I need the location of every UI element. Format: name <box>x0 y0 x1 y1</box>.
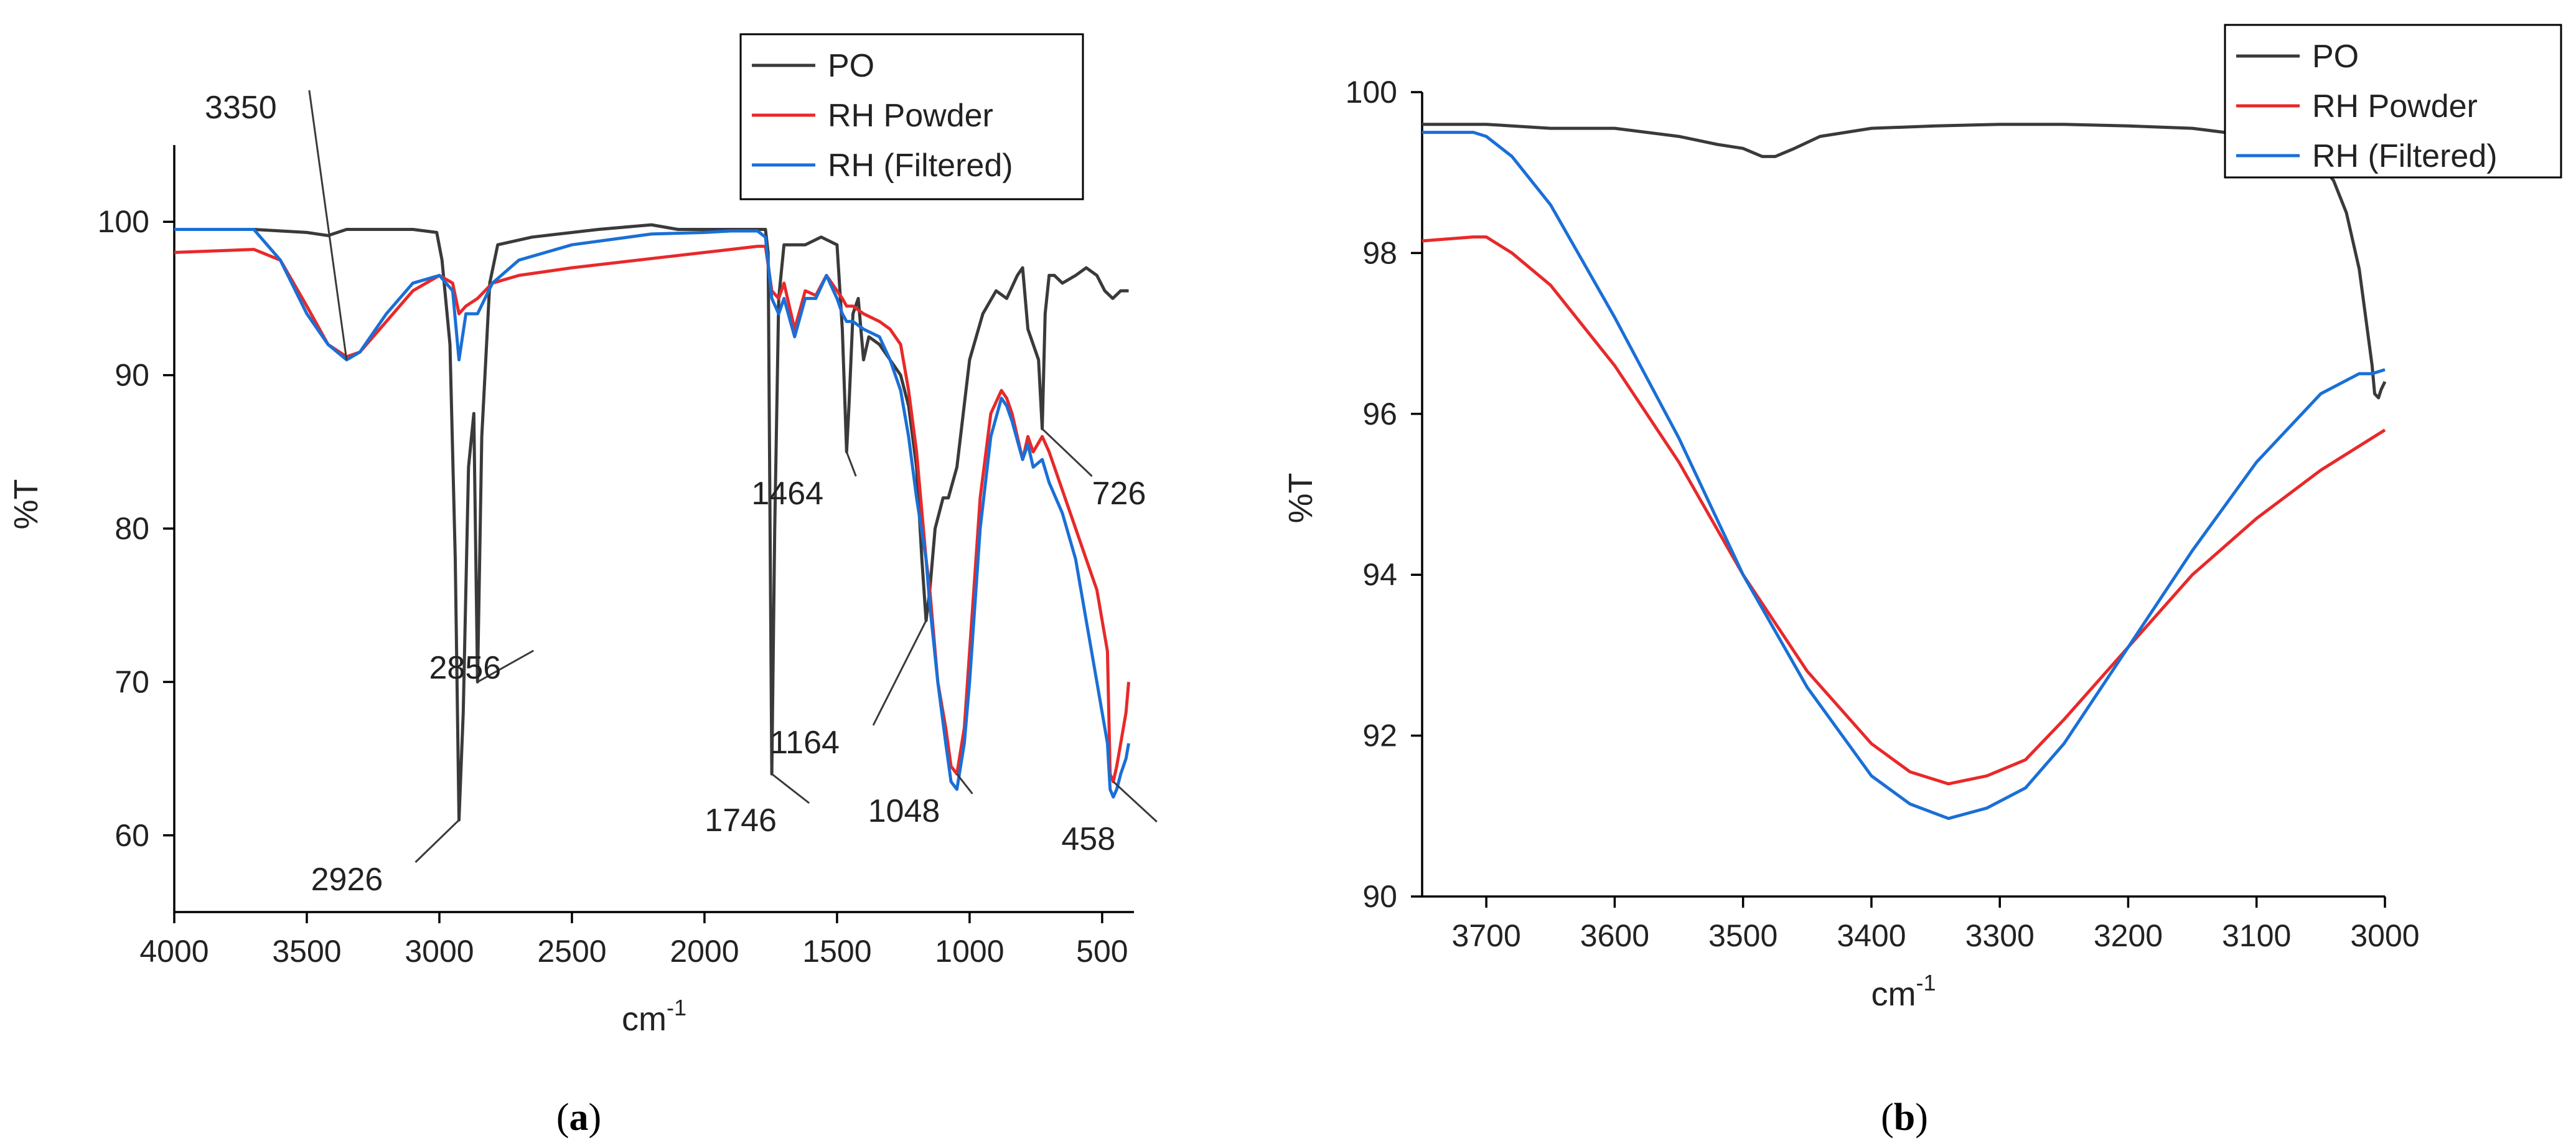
y-tick-label: 94 <box>1362 557 1397 592</box>
legend-label: RH Powder <box>2312 88 2478 125</box>
peak-annotation: 1164 <box>770 725 840 761</box>
x-tick-label: 2500 <box>537 934 606 969</box>
peak-annotation: 1746 <box>705 802 777 839</box>
annotation-leader <box>415 819 460 863</box>
legend-label: PO <box>2312 39 2359 75</box>
x-tick-label: 3600 <box>1580 918 1649 953</box>
x-tick-label: 3700 <box>1452 918 1521 953</box>
legend-box <box>2224 24 2562 179</box>
axis-frame <box>1421 92 2385 898</box>
y-tick-label: 90 <box>1362 879 1397 914</box>
peak-annotation: 2926 <box>311 862 383 898</box>
peak-annotation: 2856 <box>429 650 501 686</box>
annotation-leader <box>1112 781 1158 823</box>
y-tick-label: 60 <box>115 818 149 853</box>
annotation-leader <box>872 620 927 726</box>
axis-frame <box>173 145 1134 913</box>
x-tick-label: 3100 <box>2222 918 2291 953</box>
series-line-po <box>1422 123 2387 400</box>
y-tick-label: 96 <box>1362 397 1397 431</box>
peak-annotation: 458 <box>1061 821 1115 857</box>
y-axis-label: %T <box>7 479 45 530</box>
y-tick-label: 100 <box>1346 75 1397 110</box>
x-tick-label: 3300 <box>1965 918 2035 953</box>
x-tick-label: 3400 <box>1837 918 1906 953</box>
x-tick-label: 4000 <box>139 934 208 969</box>
x-tick-label: 3500 <box>1708 918 1777 953</box>
x-tick-label: 1500 <box>802 934 871 969</box>
peak-annotation: 726 <box>1092 476 1146 512</box>
legend-label: PO <box>828 48 874 84</box>
y-tick-label: 92 <box>1362 718 1397 753</box>
annotation-leader <box>308 90 348 360</box>
annotation-leader <box>845 451 857 477</box>
y-axis-label: %T <box>1282 473 1319 524</box>
x-tick-label: 3000 <box>405 934 474 969</box>
x-tick-label: 2000 <box>670 934 739 969</box>
annotation-leader <box>1041 428 1093 478</box>
panel-b-chart: 3700 3600 3500 3400 3300 3200 3100 3000 90 92 94 96… <box>1282 24 2562 1139</box>
series-line-rh-filtered <box>1422 131 2386 821</box>
peak-annotation: 1464 <box>751 476 823 512</box>
annotation-leader <box>477 649 535 683</box>
x-tick-label: 500 <box>1076 934 1128 969</box>
x-tick-label: 1000 <box>935 934 1004 969</box>
legend-label: RH (Filtered) <box>828 148 1013 184</box>
series-line-rh-powder <box>1421 235 2386 786</box>
panel-label: (b) <box>1881 1096 1928 1139</box>
x-axis-label: cm-1 <box>622 995 686 1038</box>
y-tick-label: 98 <box>1362 235 1397 270</box>
legend-label: RH Powder <box>828 98 993 134</box>
x-axis-label: cm-1 <box>1871 970 1936 1013</box>
series-line-rh-powder <box>174 245 1130 784</box>
y-tick-label: 90 <box>115 358 149 393</box>
series-line-po <box>253 223 1129 822</box>
y-tick-label: 70 <box>115 664 149 699</box>
x-tick-label: 3000 <box>2350 918 2419 953</box>
panel-label: (a) <box>556 1096 601 1139</box>
annotation-leader <box>956 773 973 794</box>
panel-a-chart: 4000 3500 3000 2500 2000 1500 1000 500 60 70 80 90 1… <box>7 33 1158 1139</box>
y-tick-label: 100 <box>98 204 149 239</box>
peak-annotation: 3350 <box>205 90 277 126</box>
y-tick-label: 80 <box>115 511 149 546</box>
series-line-rh-filtered <box>174 228 1130 799</box>
annotation-leader <box>771 773 810 804</box>
x-tick-label: 3200 <box>2094 918 2163 953</box>
legend-label: RH (Filtered) <box>2312 138 2498 174</box>
peak-annotation: 1048 <box>868 793 940 829</box>
x-tick-label: 3500 <box>272 934 341 969</box>
